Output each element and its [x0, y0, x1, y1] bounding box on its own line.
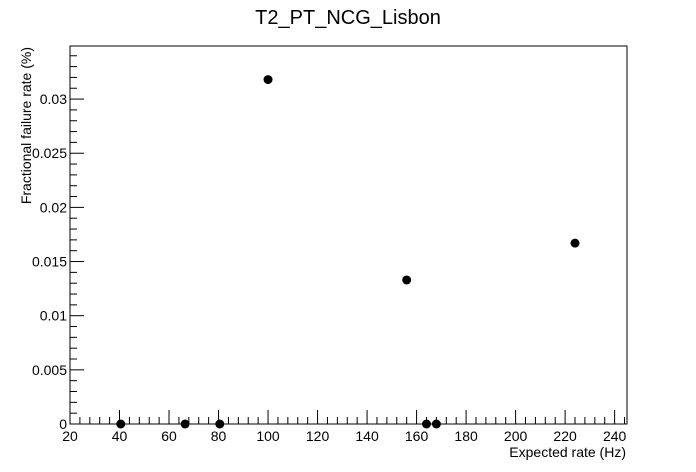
y-tick-label: 0.01	[40, 308, 67, 324]
x-tick-label: 160	[405, 428, 429, 444]
data-point	[402, 275, 412, 285]
x-tick-label: 20	[62, 428, 78, 444]
chart-title: T2_PT_NCG_Lisbon	[255, 7, 441, 29]
y-axis-title: Fractional failure rate (%)	[18, 47, 34, 204]
x-tick-label: 80	[211, 428, 227, 444]
y-tick-label: 0.03	[40, 91, 67, 107]
data-point	[431, 419, 441, 429]
x-tick-label: 100	[256, 428, 280, 444]
data-point	[180, 419, 190, 429]
data-point	[116, 419, 126, 429]
x-axis-title: Expected rate (Hz)	[509, 444, 626, 460]
data-point	[215, 419, 225, 429]
x-tick-label: 40	[112, 428, 128, 444]
x-tick-label: 120	[306, 428, 330, 444]
y-axis: 0 0.005 0.01 0.015 0.02 0.025 0.03	[32, 55, 84, 432]
data-points	[116, 75, 580, 429]
x-axis: 20 40 60 80 100 120 140 160 180 200 220 240	[62, 410, 627, 444]
x-tick-label: 140	[355, 428, 379, 444]
plot-frame	[69, 45, 628, 425]
x-tick-label: 180	[454, 428, 478, 444]
x-tick-label: 240	[603, 428, 627, 444]
x-tick-label: 200	[504, 428, 528, 444]
x-tick-label: 220	[553, 428, 577, 444]
y-tick-label: 0.02	[40, 199, 67, 215]
x-tick-label: 60	[161, 428, 177, 444]
y-tick-label: 0.015	[32, 254, 67, 270]
data-point	[263, 75, 273, 85]
y-tick-label: 0.005	[32, 362, 67, 378]
data-point	[570, 238, 580, 248]
y-tick-label: 0.025	[32, 145, 67, 161]
y-tick-label: 0	[59, 416, 67, 432]
data-point	[421, 419, 431, 429]
